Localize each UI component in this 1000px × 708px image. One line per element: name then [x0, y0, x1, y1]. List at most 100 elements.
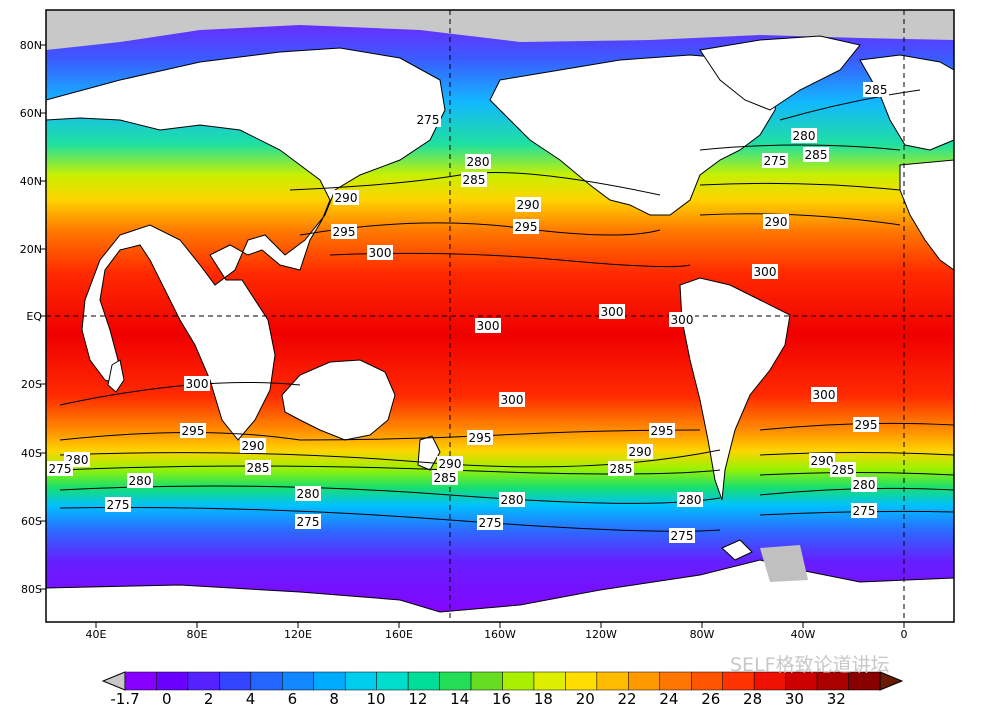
colorbar-swatch — [659, 671, 692, 691]
lon-label-120e: 120E — [284, 628, 312, 641]
isotherm-contours — [59, 89, 955, 532]
contour-label: 300 — [811, 387, 837, 402]
europe-north-landmass — [859, 54, 955, 151]
colorbar-tick-label: 4 — [245, 690, 256, 708]
contour-label: 275 — [295, 514, 321, 529]
contour-label-text: 295 — [515, 220, 538, 234]
colorbar-swatch — [628, 671, 661, 691]
temperature-colorbar — [101, 671, 904, 691]
contour-label: 280 — [791, 128, 817, 143]
colorbar-swatch — [596, 671, 629, 691]
madagascar-landmass — [107, 359, 125, 393]
lon-label-40w: 40W — [790, 628, 816, 641]
lat-label-80s: 80S — [21, 583, 42, 596]
contour-label: 295 — [513, 219, 539, 234]
contour-label-text: 285 — [865, 83, 888, 97]
contour-label-text: 300 — [754, 265, 777, 279]
contour-label-text: 280 — [501, 493, 524, 507]
contour-label-text: 275 — [479, 516, 502, 530]
colorbar-tick-label: 14 — [450, 690, 470, 708]
contour-label: 295 — [853, 417, 879, 432]
lat-label-60n: 60N — [19, 107, 42, 120]
contour-label-text: 280 — [467, 155, 490, 169]
contour-label-text: 275 — [107, 498, 130, 512]
contour-label: 275 — [105, 497, 131, 512]
contour-label: 300 — [752, 264, 778, 279]
contour-label-text: 275 — [671, 529, 694, 543]
contour-label-text: 285 — [434, 471, 457, 485]
contour-label: 275 — [762, 153, 788, 168]
colorbar-swatch — [533, 671, 566, 691]
colorbar-swatch — [691, 671, 723, 691]
colorbar-tick-label: 12 — [408, 690, 428, 708]
contour-label-text: 300 — [477, 319, 500, 333]
contour-label-text: 285 — [247, 461, 270, 475]
lat-label-40n: 40N — [19, 175, 42, 188]
contour-label-text: 295 — [333, 225, 356, 239]
new-zealand-landmass — [417, 435, 441, 471]
colorbar-swatch — [282, 671, 314, 691]
lon-label-0: 0 — [900, 628, 908, 641]
contour-label: 300 — [599, 304, 625, 319]
contour-label: 275 — [47, 461, 73, 476]
contour-label-text: 280 — [297, 487, 320, 501]
contour-label: 290 — [333, 190, 359, 205]
contour-label-text: 290 — [335, 191, 358, 205]
contour-label-text: 295 — [182, 424, 205, 438]
colorbar-swatch — [219, 671, 252, 691]
contour-label: 280 — [851, 477, 877, 492]
contour-label: 285 — [432, 470, 458, 485]
weddell-sea-ice — [760, 545, 808, 582]
contour-label-text: 300 — [601, 305, 624, 319]
contour-label-text: 300 — [813, 388, 836, 402]
colorbar-tick-label: -1.7 — [110, 690, 140, 708]
contour-label: 290 — [515, 197, 541, 212]
contour-label-text: 300 — [671, 313, 694, 327]
contour-label: 290 — [763, 214, 789, 229]
south-america-landmass — [679, 277, 791, 501]
colorbar-tick-label: 32 — [826, 690, 846, 708]
colorbar-swatch — [344, 671, 377, 691]
colorbar-min-arrow — [101, 671, 126, 691]
colorbar-swatch — [313, 671, 346, 691]
contour-label-text: 275 — [417, 113, 440, 127]
contour-label: 290 — [240, 438, 266, 453]
contour-label-text: 295 — [651, 424, 674, 438]
contour-label: 275 — [477, 515, 503, 530]
colorbar-swatch — [470, 671, 503, 691]
greenland-landmass — [699, 35, 861, 111]
lon-label-40e: 40E — [85, 628, 107, 641]
axis-ticks — [40, 44, 905, 628]
colorbar-tick-label: 28 — [743, 690, 763, 708]
contour-label-text: 290 — [242, 439, 265, 453]
colorbar-tick-label: 26 — [701, 690, 721, 708]
contour-label-text: 275 — [297, 515, 320, 529]
contour-label: 280 — [127, 473, 153, 488]
contour-label: 300 — [184, 376, 210, 391]
lon-label-120w: 120W — [585, 628, 617, 641]
contour-label-text: 290 — [629, 445, 652, 459]
lon-label-80e: 80E — [186, 628, 208, 641]
lat-label-80n: 80N — [19, 39, 42, 52]
colorbar-swatch — [407, 671, 440, 691]
colorbar-max-arrow — [879, 671, 904, 691]
contour-label-text: 300 — [186, 377, 209, 391]
contour-label: 300 — [367, 245, 393, 260]
contour-label: 285 — [608, 461, 634, 476]
contour-label: 280 — [677, 492, 703, 507]
contour-label: 285 — [803, 147, 829, 162]
contour-labels: 2752802852902953002802852752902953003003… — [47, 82, 889, 543]
colorbar-tick-label: 24 — [659, 690, 679, 708]
contour-label-text: 280 — [679, 493, 702, 507]
contour-label: 285 — [461, 172, 487, 187]
arctic-sea-ice — [46, 10, 954, 50]
contour-label-text: 300 — [501, 393, 524, 407]
contour-label: 285 — [245, 460, 271, 475]
contour-label-text: 290 — [439, 457, 462, 471]
lat-label-eq: EQ — [26, 310, 42, 323]
contour-label: 290 — [437, 456, 463, 471]
contour-label-text: 300 — [369, 246, 392, 260]
colorbar-swatch — [439, 671, 472, 691]
